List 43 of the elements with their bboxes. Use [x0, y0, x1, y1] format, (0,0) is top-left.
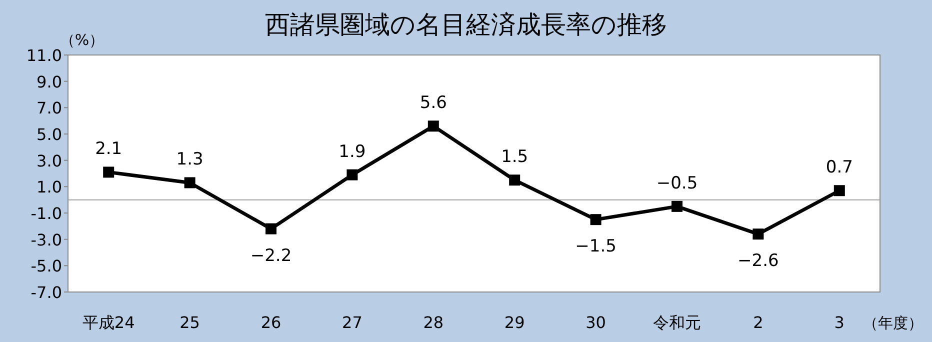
data-label: 0.7	[826, 158, 853, 178]
y-tick-label: 3.0	[36, 151, 62, 170]
y-tick-label: 1.0	[36, 178, 62, 197]
x-tick-label: 平成24	[82, 313, 135, 332]
point	[184, 177, 196, 188]
x-tick-label: 30	[586, 313, 606, 332]
data-label: −1.5	[575, 236, 616, 257]
point	[346, 169, 358, 180]
point	[103, 166, 114, 178]
data-label: −2.6	[738, 251, 779, 272]
y-tick-label: 7.0	[36, 98, 62, 118]
data-label: 1.3	[176, 150, 204, 170]
data-label: 1.9	[338, 142, 366, 162]
point	[509, 174, 520, 186]
x-tick-label: 28	[423, 313, 444, 332]
x-tick-label: 29	[504, 313, 525, 332]
point	[834, 185, 845, 196]
chart-title: 西諸県圏域の名目経済成長率の推移	[265, 10, 667, 39]
x-tick-label: 令和元	[653, 313, 701, 332]
y-tick-label: -5.0	[30, 256, 62, 276]
y-tick-label: -7.0	[30, 283, 62, 302]
x-tick-label: 27	[342, 313, 362, 332]
x-tick-label: 3	[834, 313, 844, 332]
y-tick-label: 9.0	[36, 72, 62, 92]
data-label: 1.5	[501, 147, 528, 168]
data-label: 2.1	[95, 139, 122, 160]
x-tick-label: 26	[260, 313, 282, 332]
x-tick-label: 2	[753, 313, 764, 332]
data-label: −2.2	[250, 246, 292, 266]
y-tick-label: -3.0	[30, 230, 62, 250]
point	[672, 200, 682, 212]
point	[266, 223, 276, 234]
y-tick-label: -1.0	[30, 204, 62, 223]
x-axis-title: （年度）	[863, 314, 923, 332]
x-tick-label: 25	[180, 313, 200, 332]
point	[428, 120, 439, 132]
y-axis-title: （%）	[60, 31, 104, 49]
y-tick-label: 11.0	[26, 46, 62, 65]
point	[590, 214, 602, 226]
point	[752, 228, 764, 240]
data-label: −0.5	[656, 173, 698, 194]
y-tick-label: 5.0	[36, 125, 62, 144]
data-label: 5.6	[420, 93, 447, 114]
